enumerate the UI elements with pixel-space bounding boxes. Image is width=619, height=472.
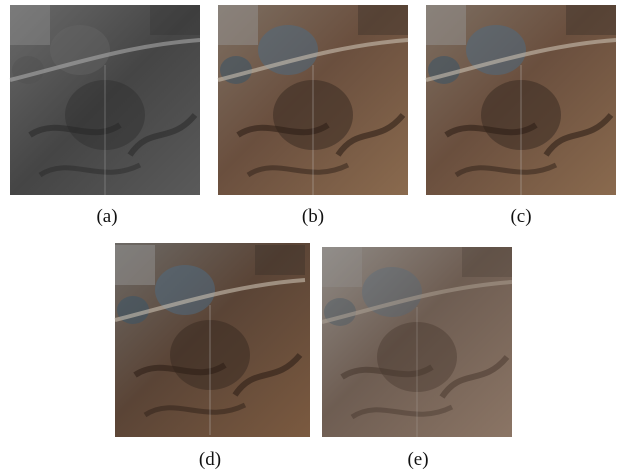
image-a	[10, 5, 200, 195]
panel-label: (d)	[199, 449, 221, 470]
image-c	[426, 5, 616, 195]
panel-label: (e)	[407, 449, 428, 470]
panel-label: (c)	[510, 206, 531, 227]
image-e	[322, 247, 512, 437]
image-d	[115, 243, 310, 437]
panel-label: (a)	[96, 206, 117, 227]
image-b	[218, 5, 408, 195]
figure: (a) (b) (c) (d) (e)	[0, 0, 619, 472]
panel-label: (b)	[302, 206, 324, 227]
